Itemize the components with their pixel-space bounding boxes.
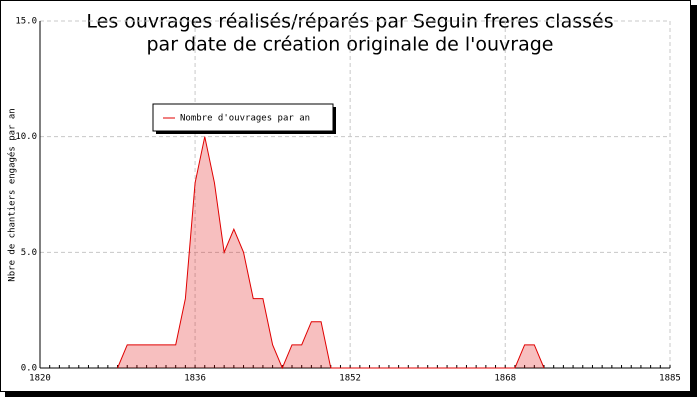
x-tick-label: 1836 [184,374,206,384]
y-tick-label: 10.0 [15,132,37,142]
y-tick-label: 5.0 [21,248,37,258]
legend [152,103,334,132]
y-tick-label: 0.0 [21,364,37,374]
x-tick-label: 1885 [659,374,681,384]
area-line [117,136,545,370]
x-tick-label: 1820 [29,374,51,384]
area-fill [117,136,545,368]
x-tick-label: 1868 [494,374,516,384]
frame [0,0,691,392]
legend-label: Nombre d'ouvrages par an [180,114,310,124]
y-axis-label: Nbre de chantiers engagés par an [7,108,18,281]
y-tick-label: 15.0 [15,17,37,27]
x-tick-label: 1852 [339,374,361,384]
minor-ticks [39,365,671,368]
